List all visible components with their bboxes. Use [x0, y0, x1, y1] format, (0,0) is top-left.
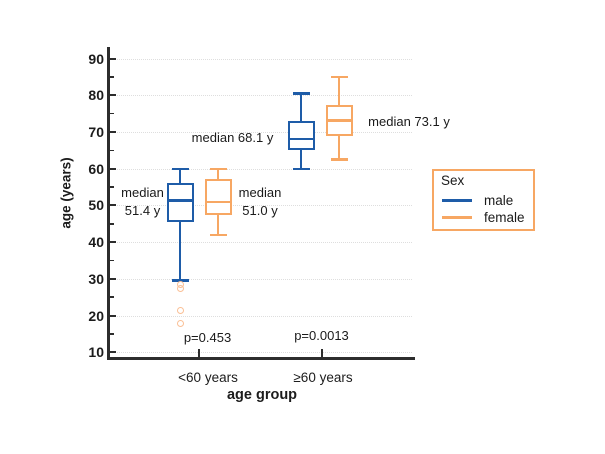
legend-title: Sex — [441, 173, 465, 188]
whisker-lower-male-lt60 — [178, 221, 182, 281]
box-male-lt60 — [166, 183, 194, 222]
annotation-median-female-ge60: median 73.1 y — [368, 114, 450, 129]
y-axis-minor-tick — [110, 76, 114, 78]
whisker-cap-upper-female-lt60 — [209, 167, 227, 170]
y-axis-major-tick — [110, 94, 116, 97]
whisker-cap-upper-male-ge60 — [292, 92, 310, 95]
y-axis-major-tick — [110, 167, 116, 170]
y-axis-major-tick — [110, 277, 116, 280]
legend-label-male: male — [484, 192, 514, 208]
annotation-p-ge60: p=0.0013 — [294, 328, 349, 343]
outlier-point — [176, 307, 184, 315]
gridline — [110, 315, 412, 317]
y-axis-line — [107, 47, 110, 360]
y-tick-label: 80 — [88, 87, 104, 104]
female-line-swatch — [442, 215, 472, 219]
y-axis-minor-tick — [110, 149, 114, 152]
y-tick-label: 10 — [88, 344, 104, 361]
median-line-male-lt60 — [166, 199, 194, 202]
annotation-median-male-ge60: median 68.1 y — [191, 130, 274, 145]
legend-entry-female: female — [434, 209, 525, 225]
outlier-point — [176, 284, 184, 292]
x-tick-label: ≥60 years — [293, 370, 353, 385]
legend: Sex male female — [432, 169, 535, 231]
gridline — [110, 205, 412, 207]
x-axis-title: age group — [226, 387, 298, 403]
y-axis-minor-tick — [110, 333, 114, 335]
y-tick-label: 90 — [88, 50, 104, 67]
y-tick-label: 60 — [88, 160, 104, 177]
y-axis-minor-tick — [110, 223, 114, 225]
whisker-lower-male-ge60 — [299, 150, 303, 169]
y-axis-major-tick — [110, 131, 116, 134]
y-axis-major-tick — [110, 314, 116, 317]
median-line-female-ge60 — [325, 119, 353, 122]
y-tick-label: 50 — [88, 197, 104, 214]
legend-entry-male: male — [434, 192, 513, 208]
gridline — [110, 58, 412, 60]
box-male-ge60 — [287, 121, 315, 151]
annotation-p-lt60: p=0.453 — [183, 330, 232, 345]
whisker-cap-upper-male-lt60 — [171, 167, 189, 170]
x-axis-tick — [320, 349, 323, 357]
y-axis-major-tick — [110, 351, 116, 354]
whisker-cap-lower-male-lt60 — [171, 279, 189, 282]
whisker-upper-male-ge60 — [299, 93, 303, 122]
outlier-point — [176, 319, 184, 327]
legend-label-female: female — [484, 209, 525, 225]
gridline — [110, 168, 412, 170]
whisker-lower-female-ge60 — [337, 135, 341, 160]
y-axis-title: age (years) — [58, 157, 74, 229]
whisker-upper-female-ge60 — [337, 77, 341, 106]
y-axis-minor-tick — [110, 296, 114, 298]
whisker-upper-male-lt60 — [178, 168, 182, 184]
y-tick-label: 30 — [88, 270, 104, 287]
y-tick-label: 70 — [88, 124, 104, 141]
whisker-cap-lower-female-lt60 — [209, 233, 227, 237]
y-tick-label: 20 — [88, 307, 104, 324]
whisker-upper-female-lt60 — [216, 168, 220, 179]
x-tick-label: <60 years — [178, 370, 238, 385]
gridline — [110, 278, 412, 280]
gridline — [110, 132, 412, 134]
y-tick-label: 40 — [88, 234, 104, 251]
whisker-cap-lower-male-ge60 — [292, 167, 310, 170]
gridline — [110, 95, 412, 97]
x-axis-line — [107, 356, 415, 360]
box-female-lt60 — [204, 178, 232, 215]
median-line-male-ge60 — [287, 137, 315, 141]
y-axis-minor-tick — [110, 259, 114, 262]
whisker-cap-lower-female-ge60 — [330, 158, 348, 161]
y-axis-major-tick — [110, 241, 116, 244]
y-axis-major-tick — [110, 204, 116, 207]
male-line-swatch — [442, 198, 472, 202]
gridline — [110, 352, 412, 354]
y-axis-minor-tick — [110, 112, 114, 115]
y-axis-major-tick — [110, 57, 116, 60]
annotation-median-female-lt60: median 51.0 y — [238, 184, 282, 218]
whisker-cap-upper-female-ge60 — [330, 75, 348, 79]
x-axis-tick — [197, 349, 200, 357]
median-line-female-lt60 — [204, 200, 232, 204]
whisker-lower-female-lt60 — [216, 214, 220, 235]
y-axis-minor-tick — [110, 186, 114, 188]
annotation-median-male-lt60: median 51.4 y — [121, 184, 164, 218]
gridline — [110, 242, 412, 244]
